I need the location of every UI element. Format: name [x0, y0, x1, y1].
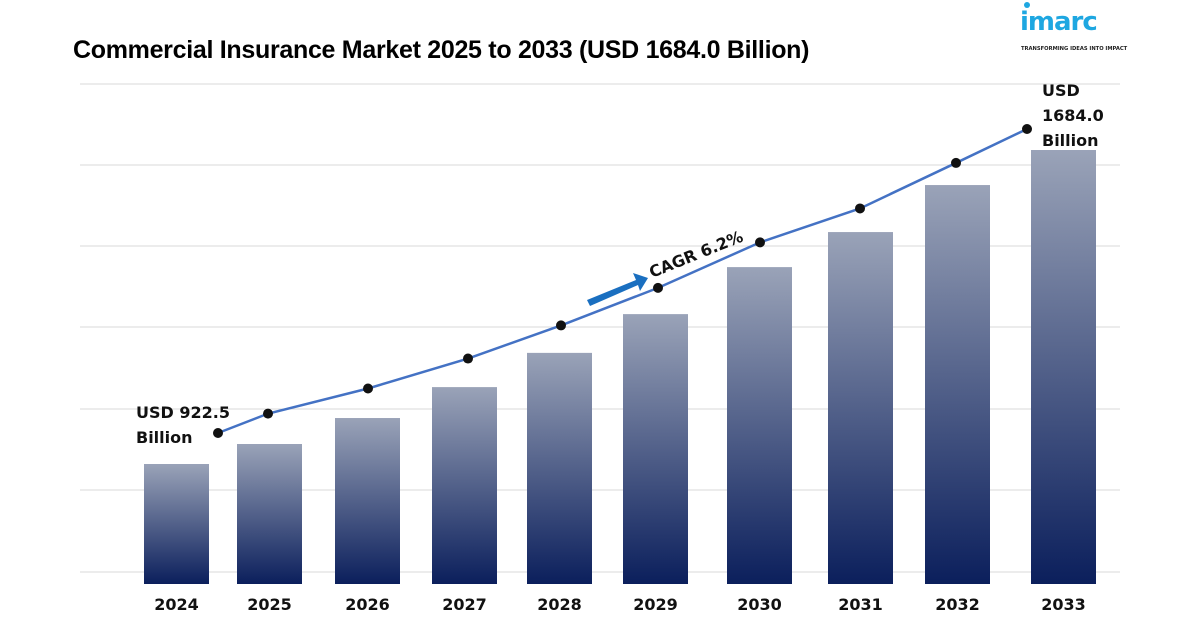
x-tick-label: 2029 [633, 595, 678, 614]
trend-point-2024 [213, 428, 223, 438]
end-value-label: 1684.0 [1042, 106, 1104, 125]
trend-point-2032 [951, 157, 961, 168]
start-value-unit: Billion [136, 428, 193, 447]
x-tick-label: 2033 [1041, 595, 1086, 614]
bar-2032 [925, 185, 990, 584]
x-tick-label: 2026 [345, 595, 390, 614]
x-tick-label: 2024 [154, 595, 199, 614]
imarc-logo: imarc TRANSFORMING IDEAS INTO IMPACT [1020, 2, 1128, 52]
bar-2030 [727, 267, 792, 584]
bar-2028 [527, 352, 592, 584]
trend-point-2031 [855, 203, 865, 214]
bar-2029 [623, 314, 688, 584]
start-value-label: USD 922.5 [136, 403, 230, 422]
svg-text:imarc: imarc [1020, 7, 1097, 37]
bar-2024 [144, 464, 209, 584]
end-value-currency: USD [1042, 81, 1080, 100]
x-tick-label: 2028 [537, 595, 582, 614]
trend-point-2029 [653, 282, 663, 293]
svg-text:TRANSFORMING IDEAS INTO IMPACT: TRANSFORMING IDEAS INTO IMPACT [1021, 46, 1128, 52]
trend-point-2030 [755, 237, 765, 248]
cagr-arrow-icon [587, 273, 648, 306]
cagr-annotation: CAGR 6.2% [587, 227, 746, 306]
bar-2027 [432, 387, 497, 584]
x-tick-label: 2030 [737, 595, 782, 614]
bar-2026 [335, 418, 400, 584]
trend-point-2025 [263, 408, 273, 419]
x-tick-label: 2027 [442, 595, 487, 614]
x-tick-label: 2031 [838, 595, 883, 614]
trend-point-2027 [463, 353, 473, 364]
trend-line [217, 127, 1028, 435]
trend-point-2033 [1022, 124, 1032, 134]
trend-point-2026 [363, 383, 373, 394]
bar-2031 [828, 232, 893, 585]
bar-2025 [237, 444, 302, 584]
bar-2033 [1031, 150, 1096, 584]
x-tick-label: 2025 [247, 595, 292, 614]
x-tick-label: 2032 [935, 595, 980, 614]
end-value-unit: Billion [1042, 131, 1099, 150]
trend-point-2028 [556, 320, 566, 331]
chart-title: Commercial Insurance Market 2025 to 2033… [73, 36, 810, 64]
